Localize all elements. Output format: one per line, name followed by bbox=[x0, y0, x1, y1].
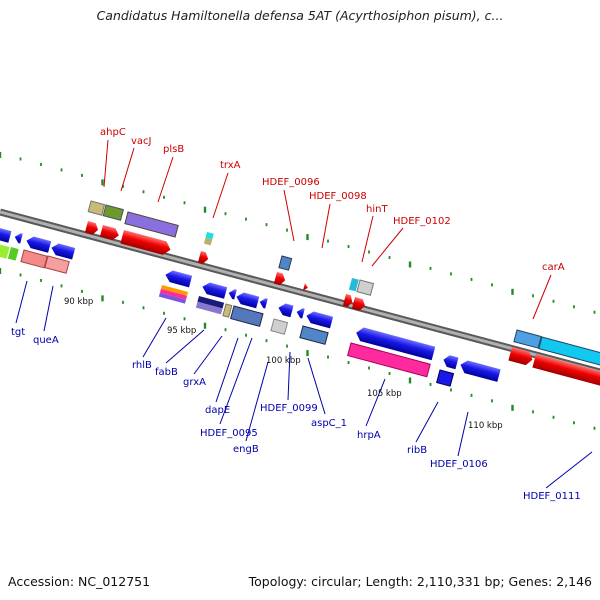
reverse-gene-labels: tgt queA rhlB fabB grxA dapE HDEF_0095 e… bbox=[11, 327, 581, 502]
gene-arrow-fwd bbox=[532, 354, 600, 389]
reverse-label-leaders bbox=[15, 280, 593, 489]
scale-label-105kbp: 105 kbp bbox=[367, 389, 402, 399]
gene-box bbox=[44, 255, 70, 274]
gene-label-tgt: tgt bbox=[11, 327, 25, 338]
gene-aspC_1-box bbox=[299, 325, 329, 345]
gene-label-rhlB: rhlB bbox=[132, 360, 152, 371]
scale-labels: 90 kbp 95 kbp 100 kbp 105 kbp 110 kbp bbox=[64, 297, 503, 431]
gene-arrow-rev bbox=[0, 228, 12, 243]
forward-strand-genes bbox=[84, 200, 600, 389]
gene-label-fabB: fabB bbox=[155, 367, 178, 378]
tick-row-upper bbox=[0, 152, 596, 314]
gene-label-HDEF_0095: HDEF_0095 bbox=[200, 428, 258, 439]
gene-arrow-fwd bbox=[342, 294, 353, 307]
gene-label-HDEF_0106: HDEF_0106 bbox=[430, 459, 488, 470]
gene-ribB-box bbox=[436, 369, 455, 387]
gene-label-ahpC: ahpC bbox=[100, 127, 126, 138]
gene-arrow-rev bbox=[51, 243, 76, 260]
gene-box bbox=[7, 247, 19, 261]
scale-label-90kbp: 90 kbp bbox=[64, 297, 93, 307]
gene-arrow-rev bbox=[228, 289, 237, 300]
gene-label-aspC_1: aspC_1 bbox=[311, 418, 347, 429]
gene-carA-box bbox=[513, 329, 542, 349]
genome-backbone bbox=[0, 208, 600, 376]
gene-hrpA-box bbox=[347, 342, 431, 378]
gene-label-HDEF_0102: HDEF_0102 bbox=[393, 216, 451, 227]
gene-arrow-rev bbox=[443, 355, 459, 370]
gene-fabB-box bbox=[195, 296, 225, 315]
gene-arrow-fwd bbox=[351, 297, 366, 311]
gene-engB-box bbox=[270, 318, 289, 335]
gene-rhlB-box bbox=[158, 285, 189, 304]
gene-HDEF_0102-box bbox=[356, 279, 375, 296]
scale-label-100kbp: 100 kbp bbox=[266, 356, 301, 366]
gene-arrow-rev bbox=[278, 303, 294, 318]
gene-label-hrpA: hrpA bbox=[357, 430, 381, 441]
gene-arrow-rev bbox=[236, 292, 260, 309]
gene-label-grxA: grxA bbox=[183, 377, 206, 388]
gene-label-carA: carA bbox=[542, 262, 565, 273]
gene-arrow-rev bbox=[460, 360, 501, 382]
gene-label-queA: queA bbox=[33, 335, 59, 346]
gene-carB-box bbox=[538, 336, 600, 368]
gene-dapE-box bbox=[230, 305, 264, 327]
gene-trxA-box bbox=[203, 232, 214, 246]
tick-row-lower bbox=[0, 268, 596, 430]
gene-label-dapE: dapE bbox=[205, 405, 230, 416]
gene-label-ribB: ribB bbox=[407, 445, 427, 456]
gene-arrow-fwd bbox=[197, 251, 209, 264]
gene-label-HDEF_0099: HDEF_0099 bbox=[260, 403, 318, 414]
scale-label-95kbp: 95 kbp bbox=[167, 326, 196, 336]
gene-arrow-rev bbox=[202, 282, 228, 299]
accession-text: Accession: NC_012751 bbox=[8, 574, 151, 589]
gene-arrow-fwd bbox=[120, 230, 171, 255]
reverse-strand-genes bbox=[0, 228, 501, 387]
gene-arrow-fwd bbox=[508, 347, 533, 366]
forward-label-leaders bbox=[103, 139, 552, 320]
gene-ahpC-box bbox=[87, 200, 106, 216]
gene-arrow-fwd bbox=[302, 283, 308, 291]
gene-box bbox=[0, 244, 10, 259]
gene-arrow-fwd bbox=[84, 221, 99, 235]
gene-arrow-rev bbox=[306, 311, 334, 329]
gene-arrow-rev bbox=[14, 233, 23, 244]
gene-arrow-fwd bbox=[273, 272, 286, 286]
map-title: Candidatus Hamiltonella defensa 5AT (Acy… bbox=[96, 8, 504, 23]
forward-gene-labels: ahpC vacJ plsB trxA HDEF_0096 HDEF_0098 … bbox=[100, 127, 565, 273]
gene-arrow-fwd bbox=[99, 225, 119, 240]
gene-arrow-rev bbox=[356, 327, 436, 361]
gene-plsB-box bbox=[124, 211, 179, 238]
gene-label-HDEF_0096: HDEF_0096 bbox=[262, 177, 320, 188]
scale-label-110kbp: 110 kbp bbox=[468, 421, 503, 431]
gene-vacJ-box bbox=[102, 204, 124, 221]
gene-arrow-rev bbox=[259, 298, 268, 309]
gene-label-hinT: hinT bbox=[366, 204, 388, 215]
gene-arrow-rev bbox=[296, 308, 305, 319]
gene-HDEF_0096-box bbox=[278, 255, 293, 271]
gene-arrow-rev bbox=[165, 270, 193, 288]
gene-grxA-box bbox=[222, 303, 233, 318]
genome-summary-text: Topology: circular; Length: 2,110,331 bp… bbox=[248, 574, 592, 589]
gene-label-HDEF_0098: HDEF_0098 bbox=[309, 191, 367, 202]
gene-arrow-rev bbox=[26, 236, 52, 253]
gene-label-plsB: plsB bbox=[163, 144, 184, 155]
gene-hinT-box bbox=[348, 278, 359, 292]
gene-label-engB: engB bbox=[233, 444, 259, 455]
gene-label-vacJ: vacJ bbox=[131, 136, 152, 147]
gene-label-HDEF_0111: HDEF_0111 bbox=[523, 491, 581, 502]
gene-label-trxA: trxA bbox=[220, 160, 241, 171]
gene-box bbox=[20, 249, 48, 269]
